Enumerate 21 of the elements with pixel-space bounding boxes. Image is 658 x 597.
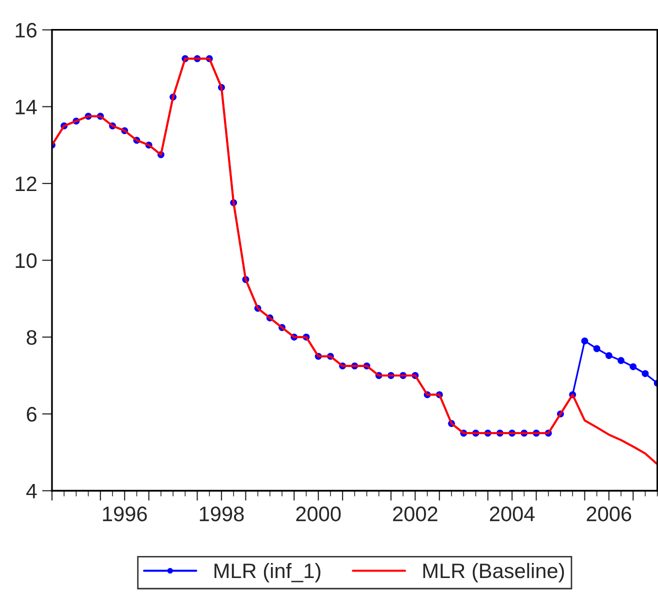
x-tick-label: 1998 bbox=[200, 506, 244, 522]
y-tick-label: 6 bbox=[26, 406, 36, 422]
point bbox=[642, 370, 649, 378]
y-tick-label: 10 bbox=[16, 253, 37, 268]
y-tick-label: 16 bbox=[16, 22, 36, 38]
x-tick-label: 1996 bbox=[103, 506, 147, 522]
point bbox=[605, 352, 612, 360]
y-tick-label: 8 bbox=[26, 330, 36, 345]
x-tick-label: 2006 bbox=[586, 506, 632, 522]
y-tick-label: 12 bbox=[16, 176, 36, 192]
y-tick-label: 4 bbox=[26, 484, 37, 498]
point bbox=[581, 337, 588, 344]
point bbox=[593, 345, 600, 352]
x-tick-label: 2004 bbox=[490, 506, 535, 522]
x-tick-label: 2002 bbox=[393, 506, 438, 522]
legend-label: MLR (Baseline) bbox=[423, 562, 564, 582]
y-tick-label: 14 bbox=[16, 100, 37, 114]
legend-label: MLR (inf_1) bbox=[214, 562, 320, 582]
point bbox=[630, 363, 637, 370]
point bbox=[618, 357, 624, 364]
x-tick-label: 2000 bbox=[296, 506, 341, 522]
